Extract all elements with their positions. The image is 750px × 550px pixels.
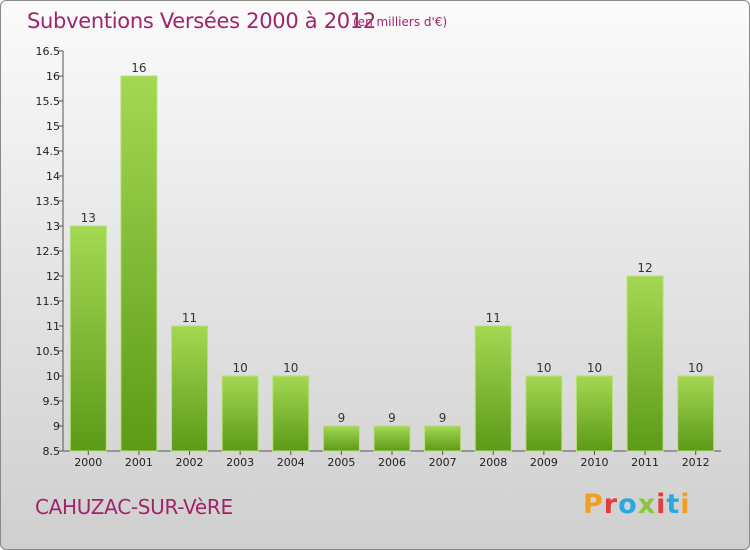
- logo-letter: x: [637, 489, 657, 520]
- proxiti-logo: Proxiti: [583, 489, 691, 520]
- y-tick-label: 8.5: [43, 445, 61, 458]
- y-tick-label: 9.5: [43, 395, 61, 408]
- bar-2003: [221, 375, 259, 452]
- y-tick-label: 11: [46, 320, 60, 333]
- y-tick-label: 10: [46, 370, 60, 383]
- logo-letter: i: [656, 489, 667, 520]
- bar-value-label: 11: [486, 311, 501, 325]
- x-tick-label: 2002: [176, 456, 204, 469]
- bar-2010: [575, 375, 613, 452]
- y-tick-label: 11.5: [36, 295, 61, 308]
- y-tick-label: 10.5: [36, 345, 61, 358]
- chart-title: Subventions Versées 2000 à 2012: [27, 9, 376, 33]
- chart-unit-label: (en milliers d'€): [353, 15, 448, 29]
- logo-letter: i: [680, 489, 691, 520]
- x-tick-label: 2000: [74, 456, 102, 469]
- x-tick-label: 2005: [327, 456, 355, 469]
- bar-2008: [474, 325, 512, 452]
- bar-2006: [373, 425, 411, 452]
- y-tick-label: 13: [46, 220, 60, 233]
- x-tick-label: 2003: [226, 456, 254, 469]
- x-tick-label: 2010: [580, 456, 608, 469]
- y-tick-label: 16: [46, 70, 60, 83]
- y-tick-label: 13.5: [36, 195, 61, 208]
- bar-2009: [525, 375, 563, 452]
- bar-2005: [322, 425, 360, 452]
- bar-value-label: 9: [338, 411, 346, 425]
- bar-2012: [677, 375, 715, 452]
- y-tick-label: 9: [53, 420, 60, 433]
- bar-2004: [272, 375, 310, 452]
- bar-2001: [120, 75, 158, 452]
- y-tick-label: 14: [46, 170, 60, 183]
- y-tick-label: 12.5: [36, 245, 61, 258]
- x-tick-label: 2007: [429, 456, 457, 469]
- bar-value-label: 10: [587, 361, 602, 375]
- bar-value-label: 10: [283, 361, 298, 375]
- y-tick-label: 14.5: [36, 145, 61, 158]
- x-tick-label: 2004: [277, 456, 305, 469]
- bar-value-label: 11: [182, 311, 197, 325]
- bar-value-label: 16: [131, 61, 146, 75]
- bar-value-label: 13: [81, 211, 96, 225]
- bar-value-label: 10: [688, 361, 703, 375]
- logo-letter: r: [603, 489, 619, 520]
- logo-letter: o: [618, 489, 638, 520]
- y-tick-label: 15: [46, 120, 60, 133]
- bar-2007: [424, 425, 462, 452]
- bar-value-label: 10: [233, 361, 248, 375]
- y-tick-label: 12: [46, 270, 60, 283]
- x-tick-label: 2008: [479, 456, 507, 469]
- y-tick-label: 16.5: [36, 45, 61, 58]
- x-tick-label: 2006: [378, 456, 406, 469]
- bar-value-label: 9: [388, 411, 396, 425]
- logo-letter: P: [583, 489, 604, 520]
- x-tick-label: 2001: [125, 456, 153, 469]
- bar-2011: [626, 275, 664, 452]
- bar-2000: [69, 225, 107, 452]
- bar-value-label: 12: [637, 261, 652, 275]
- x-tick-label: 2012: [682, 456, 710, 469]
- y-tick-label: 15.5: [36, 95, 61, 108]
- bar-2002: [171, 325, 209, 452]
- x-tick-label: 2011: [631, 456, 659, 469]
- logo-letter: t: [666, 489, 681, 520]
- bar-value-label: 9: [439, 411, 447, 425]
- x-tick-label: 2009: [530, 456, 558, 469]
- commune-name: CAHUZAC-SUR-VèRE: [35, 495, 233, 519]
- bar-value-label: 10: [536, 361, 551, 375]
